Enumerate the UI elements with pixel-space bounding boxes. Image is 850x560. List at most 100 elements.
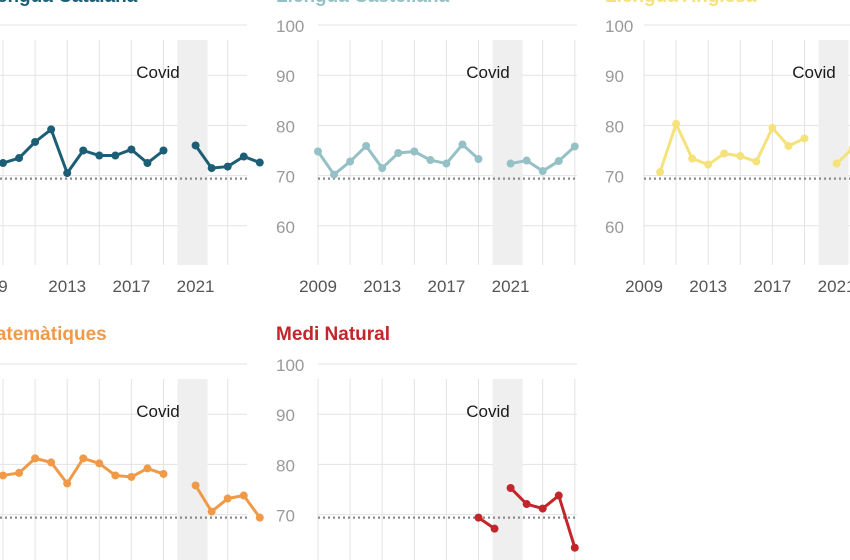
y-tick-label: 100	[605, 17, 633, 36]
x-tick-label: 2013	[363, 277, 401, 296]
data-point	[239, 491, 248, 500]
covid-band	[492, 40, 523, 265]
chart-title: Llengua Catalana	[0, 0, 138, 7]
covid-label: Covid	[466, 63, 509, 82]
x-tick-label: 2021	[492, 277, 530, 296]
x-tick-label: 2021	[177, 277, 215, 296]
covid-label: Covid	[136, 63, 179, 82]
data-point	[143, 159, 152, 168]
data-point	[63, 169, 72, 178]
y-tick-label: 70	[276, 168, 295, 187]
y-tick-label: 70	[276, 507, 295, 526]
covid-band	[177, 40, 208, 265]
data-point	[95, 151, 104, 160]
data-point	[223, 494, 232, 503]
data-point	[554, 157, 563, 166]
x-tick-label: 2009	[625, 277, 663, 296]
data-point	[474, 513, 483, 522]
data-point	[672, 119, 681, 128]
data-point	[506, 159, 515, 168]
data-point	[720, 149, 729, 158]
data-point	[15, 154, 24, 163]
y-tick-label: 90	[605, 67, 624, 86]
data-point	[127, 145, 136, 154]
data-point	[79, 454, 88, 463]
data-point	[95, 459, 104, 468]
series-line-1	[658, 122, 806, 174]
y-tick-label: 70	[605, 168, 624, 187]
chart-panel-5: Covid 100 90 80 70 60 Medi Natural	[276, 324, 579, 560]
data-point	[143, 464, 152, 473]
chart-panel-1: Covid 9 2013 2017 2021 Llengua Catalana	[0, 0, 264, 296]
x-tick-label: 2013	[689, 277, 727, 296]
data-point	[458, 140, 467, 149]
data-point	[394, 149, 403, 158]
covid-band	[177, 379, 208, 560]
chart-title: Llengua Castellana	[276, 0, 450, 7]
data-point	[474, 155, 483, 164]
data-point	[63, 479, 72, 488]
x-tick-label: 2013	[48, 277, 86, 296]
x-tick-label: 2009	[299, 277, 337, 296]
data-point	[15, 468, 24, 477]
y-tick-label: 100	[276, 356, 304, 375]
data-point	[159, 469, 168, 478]
data-point	[0, 471, 7, 480]
data-point	[522, 156, 531, 165]
data-point	[255, 158, 264, 167]
data-point	[736, 152, 745, 161]
data-point	[784, 141, 793, 150]
data-point	[442, 159, 451, 168]
y-tick-label: 60	[276, 557, 295, 560]
data-point	[522, 500, 531, 509]
data-point	[506, 483, 515, 492]
chart-title: Llengua Anglesa	[605, 0, 757, 7]
data-point	[47, 458, 56, 467]
data-point	[79, 146, 88, 155]
y-tick-label: 80	[276, 456, 295, 475]
chart-panel-3: Covid 100 90 80 70 60 2009 2013 2017 2021 Llengua …	[605, 0, 850, 296]
data-point	[47, 125, 56, 134]
y-tick-label: 80	[605, 117, 624, 136]
covid-band	[818, 40, 849, 265]
data-point	[223, 162, 232, 171]
covid-label: Covid	[136, 402, 179, 421]
data-point	[570, 543, 579, 552]
data-point	[31, 137, 40, 146]
data-point	[688, 154, 697, 163]
y-tick-label: 90	[276, 406, 295, 425]
data-point	[314, 147, 322, 156]
data-point	[127, 472, 136, 481]
data-point	[0, 159, 7, 168]
covid-label: Covid	[466, 402, 509, 421]
data-point	[111, 471, 120, 480]
data-point	[800, 134, 809, 143]
y-tick-label: 80	[276, 117, 295, 136]
data-point	[362, 141, 371, 150]
data-point	[538, 167, 547, 176]
data-point	[554, 491, 563, 500]
data-point	[704, 160, 713, 169]
chart-panel-2: Covid 100 90 80 70 60 2009 2013 2017 2021 Llengua …	[276, 0, 579, 296]
data-point	[191, 481, 200, 490]
data-point	[656, 168, 665, 177]
y-tick-label: 90	[276, 67, 295, 86]
covid-label: Covid	[792, 63, 835, 82]
data-point	[239, 152, 248, 161]
y-tick-label: 60	[276, 218, 295, 237]
data-point	[410, 147, 419, 156]
chart-panel-4: Covid Matemàtiques	[0, 324, 264, 560]
chart-title: Medi Natural	[276, 324, 390, 345]
data-point	[538, 504, 547, 513]
data-point	[752, 157, 761, 166]
x-tick-label: 2017	[427, 277, 465, 296]
x-tick-label: 2021	[818, 277, 850, 296]
data-point	[159, 146, 168, 155]
x-tick-label: 2017	[112, 277, 150, 296]
data-point	[191, 141, 200, 150]
data-point	[207, 164, 216, 173]
x-tick-label: 2017	[753, 277, 791, 296]
x-tick-label: 9	[0, 277, 8, 296]
data-point	[346, 157, 355, 166]
